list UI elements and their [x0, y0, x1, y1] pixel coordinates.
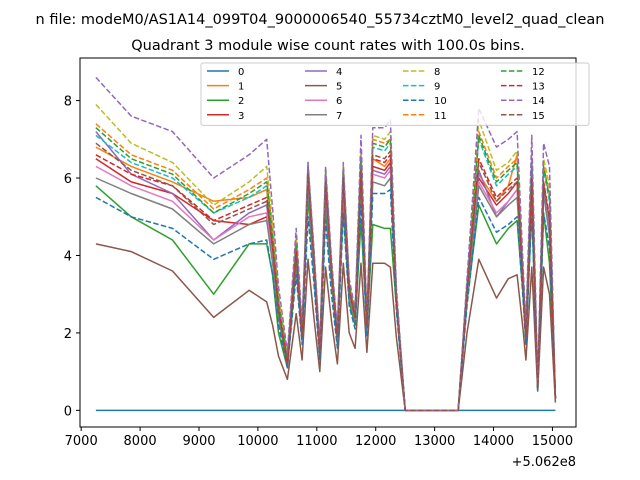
x-tick-label: 13000 — [414, 434, 455, 449]
series-line-10 — [95, 188, 557, 412]
legend-label: 14 — [532, 96, 545, 107]
legend-label: 1 — [238, 82, 244, 93]
x-offset-label: +5.062e8 — [512, 455, 576, 470]
legend-label: 13 — [532, 82, 545, 93]
legend-label: 6 — [336, 96, 342, 107]
x-axis: 7000 8000 9000 10000 11000 12000 13000 14000 150… — [65, 427, 573, 449]
y-tick-label: 2 — [64, 327, 72, 342]
y-tick-label: 4 — [64, 249, 72, 264]
series-line-5 — [95, 243, 557, 412]
y-tick-label: 6 — [64, 172, 72, 187]
legend-label: 5 — [336, 82, 342, 93]
legend-label: 7 — [336, 111, 342, 122]
x-tick-label: 15000 — [532, 434, 573, 449]
series-line-15 — [95, 142, 557, 412]
x-tick-label: 12000 — [355, 434, 396, 449]
x-tick-label: 14000 — [473, 434, 514, 449]
y-tick-label: 0 — [64, 404, 72, 419]
x-tick-label: 8000 — [124, 434, 157, 449]
figure-suptitle: n file: modeM0/AS1A14_099T04_9000006540_… — [36, 12, 605, 28]
series-line-2 — [95, 185, 557, 412]
legend-label: 15 — [532, 111, 545, 122]
legend-label: 3 — [238, 111, 244, 122]
legend-label: 4 — [336, 67, 342, 78]
series-layer — [95, 76, 557, 412]
x-tick-label: 9000 — [182, 434, 215, 449]
legend-label: 2 — [238, 96, 244, 107]
series-line-11 — [95, 123, 557, 412]
x-tick-label: 7000 — [65, 434, 98, 449]
legend-label: 0 — [238, 67, 244, 78]
series-line-13 — [95, 154, 557, 412]
legend-label: 12 — [532, 67, 545, 78]
plot-frame — [79, 57, 577, 428]
legend-label: 9 — [434, 82, 440, 93]
series-line-14 — [95, 76, 557, 412]
legend-label: 8 — [434, 67, 440, 78]
plot-area: 7000 8000 9000 10000 11000 12000 13000 14000 150… — [64, 57, 577, 470]
y-axis: 0 2 4 6 8 — [64, 95, 80, 419]
y-tick-label: 8 — [64, 95, 72, 110]
legend-label: 11 — [434, 111, 447, 122]
chart-title: Quadrant 3 module wise count rates with … — [131, 38, 525, 54]
x-tick-label: 11000 — [296, 434, 337, 449]
legend-label: 10 — [434, 96, 447, 107]
legend-frame — [200, 62, 590, 126]
x-tick-label: 10000 — [237, 434, 278, 449]
